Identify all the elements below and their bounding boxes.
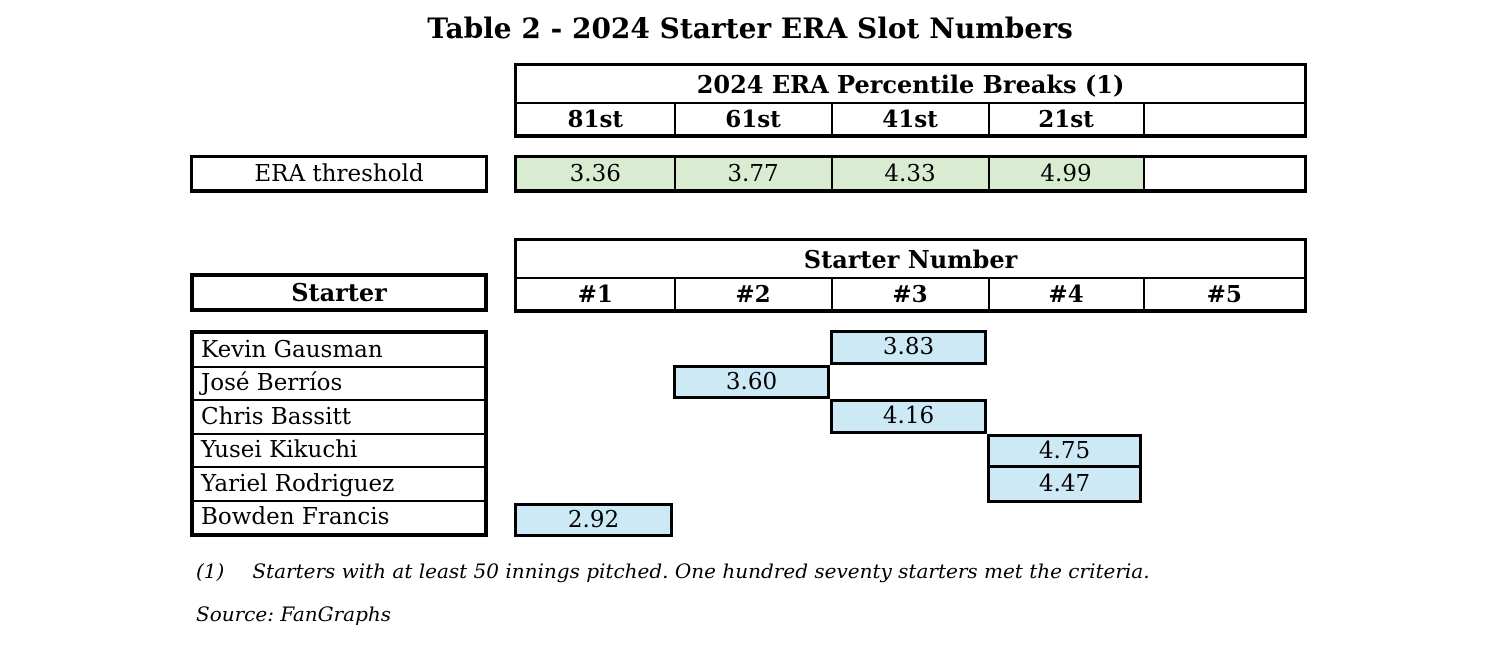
percentile-col-header-81st: 81st xyxy=(514,102,676,137)
era-threshold-row: 3.36 3.77 4.33 4.99 xyxy=(514,155,1307,193)
starter-name-yusei-kikuchi: Yusei Kikuchi xyxy=(194,432,484,467)
era-cell-jose-berrios: 3.60 xyxy=(673,364,830,399)
era-threshold-value-21st: 4.99 xyxy=(987,155,1145,192)
percentile-table: 2024 ERA Percentile Breaks (1) 81st 61st… xyxy=(514,63,1307,138)
figure-title: Table 2 - 2024 Starter ERA Slot Numbers xyxy=(427,12,1073,45)
footnote-marker: (1) xyxy=(196,559,225,583)
percentile-col-header-21st: 21st xyxy=(987,102,1145,137)
starter-col-header-5: #5 xyxy=(1142,277,1307,312)
era-cell-chris-bassitt: 4.16 xyxy=(830,399,987,434)
era-cell-bowden-francis: 2.92 xyxy=(514,502,673,537)
era-threshold-value-81st: 3.36 xyxy=(514,155,676,192)
era-threshold-value-41st: 4.33 xyxy=(830,155,990,192)
era-threshold-value-61st: 3.77 xyxy=(673,155,833,192)
percentile-table-header: 2024 ERA Percentile Breaks (1) xyxy=(514,63,1307,104)
starter-names-box: Kevin Gausman José Berríos Chris Bassitt… xyxy=(190,330,488,537)
source-note: Source: FanGraphs xyxy=(196,602,392,626)
starter-number-table: Starter Number #1 #2 #3 #4 #5 xyxy=(514,238,1308,313)
footnote-text: Starters with at least 50 innings pitche… xyxy=(252,559,1150,583)
era-cell-yusei-kikuchi: 4.75 xyxy=(987,433,1142,468)
percentile-col-header-61st: 61st xyxy=(673,102,833,137)
starter-col-header-4: #4 xyxy=(987,277,1145,312)
starter-col-header-2: #2 xyxy=(673,277,833,312)
percentile-col-header-blank xyxy=(1142,102,1307,137)
starter-col-header-1: #1 xyxy=(514,277,676,312)
era-cell-yariel-rodriguez: 4.47 xyxy=(987,468,1142,503)
era-threshold-label: ERA threshold xyxy=(190,155,488,193)
starter-number-header: Starter Number xyxy=(514,238,1307,279)
starter-name-chris-bassitt: Chris Bassitt xyxy=(194,399,484,433)
footnote: (1) Starters with at least 50 innings pi… xyxy=(196,559,1150,583)
era-cell-kevin-gausman: 3.83 xyxy=(830,330,987,365)
starter-name-yariel-rodriguez: Yariel Rodriguez xyxy=(194,466,484,500)
starter-name-bowden-francis: Bowden Francis xyxy=(194,499,484,534)
starter-name-jose-berrios: José Berríos xyxy=(194,365,484,400)
starter-column-label: Starter xyxy=(190,273,488,312)
era-threshold-value-blank xyxy=(1142,155,1307,192)
starter-col-header-3: #3 xyxy=(830,277,990,312)
percentile-col-header-41st: 41st xyxy=(830,102,990,137)
starter-era-grid: 3.83 3.60 4.16 4.75 4.47 2.92 xyxy=(514,330,1304,537)
starter-name-kevin-gausman: Kevin Gausman xyxy=(201,336,383,363)
